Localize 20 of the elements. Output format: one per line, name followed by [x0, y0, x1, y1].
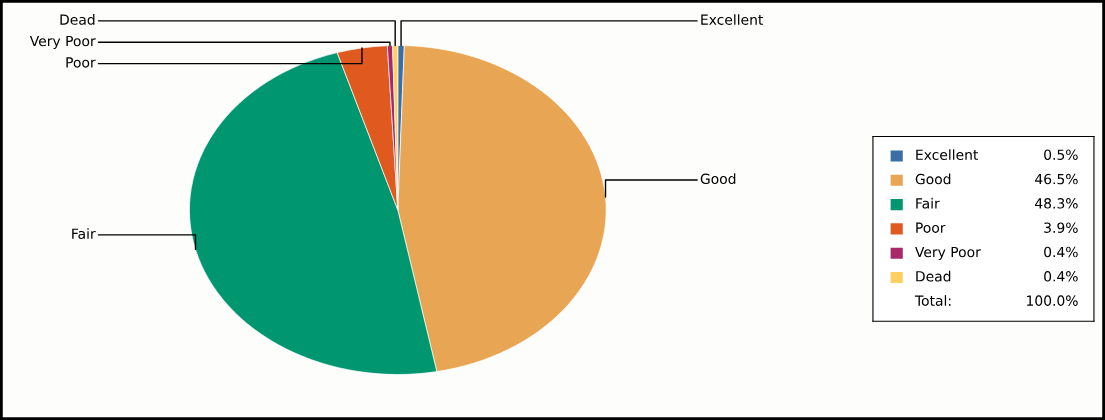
data-label: 46.5% — [1035, 173, 1078, 185]
data-label: 0.5% — [1044, 149, 1078, 160]
slice-label: Very Poor — [29, 35, 96, 49]
slice-label: Excellent — [701, 14, 764, 25]
legend-label: Poor — [916, 222, 946, 233]
legend-label: Dead — [916, 270, 951, 282]
slice-label: Poor — [66, 57, 96, 68]
data-label: 0.4% — [1044, 246, 1078, 258]
text: 100.0% — [1027, 295, 1078, 306]
slice-label: Dead — [60, 14, 95, 25]
slice-label: Good — [700, 173, 736, 185]
legend-label: Very Poor — [915, 246, 981, 260]
data-label: 0.4% — [1044, 271, 1078, 282]
slice-label: Fair — [72, 228, 96, 239]
data-label: 48.3% — [1035, 198, 1078, 209]
legend-label: Fair — [916, 197, 940, 209]
legend-label: Good — [915, 173, 951, 185]
text: Total: — [914, 295, 951, 306]
data-label: 3.9% — [1044, 222, 1078, 233]
legend-label: Excellent — [916, 149, 979, 160]
